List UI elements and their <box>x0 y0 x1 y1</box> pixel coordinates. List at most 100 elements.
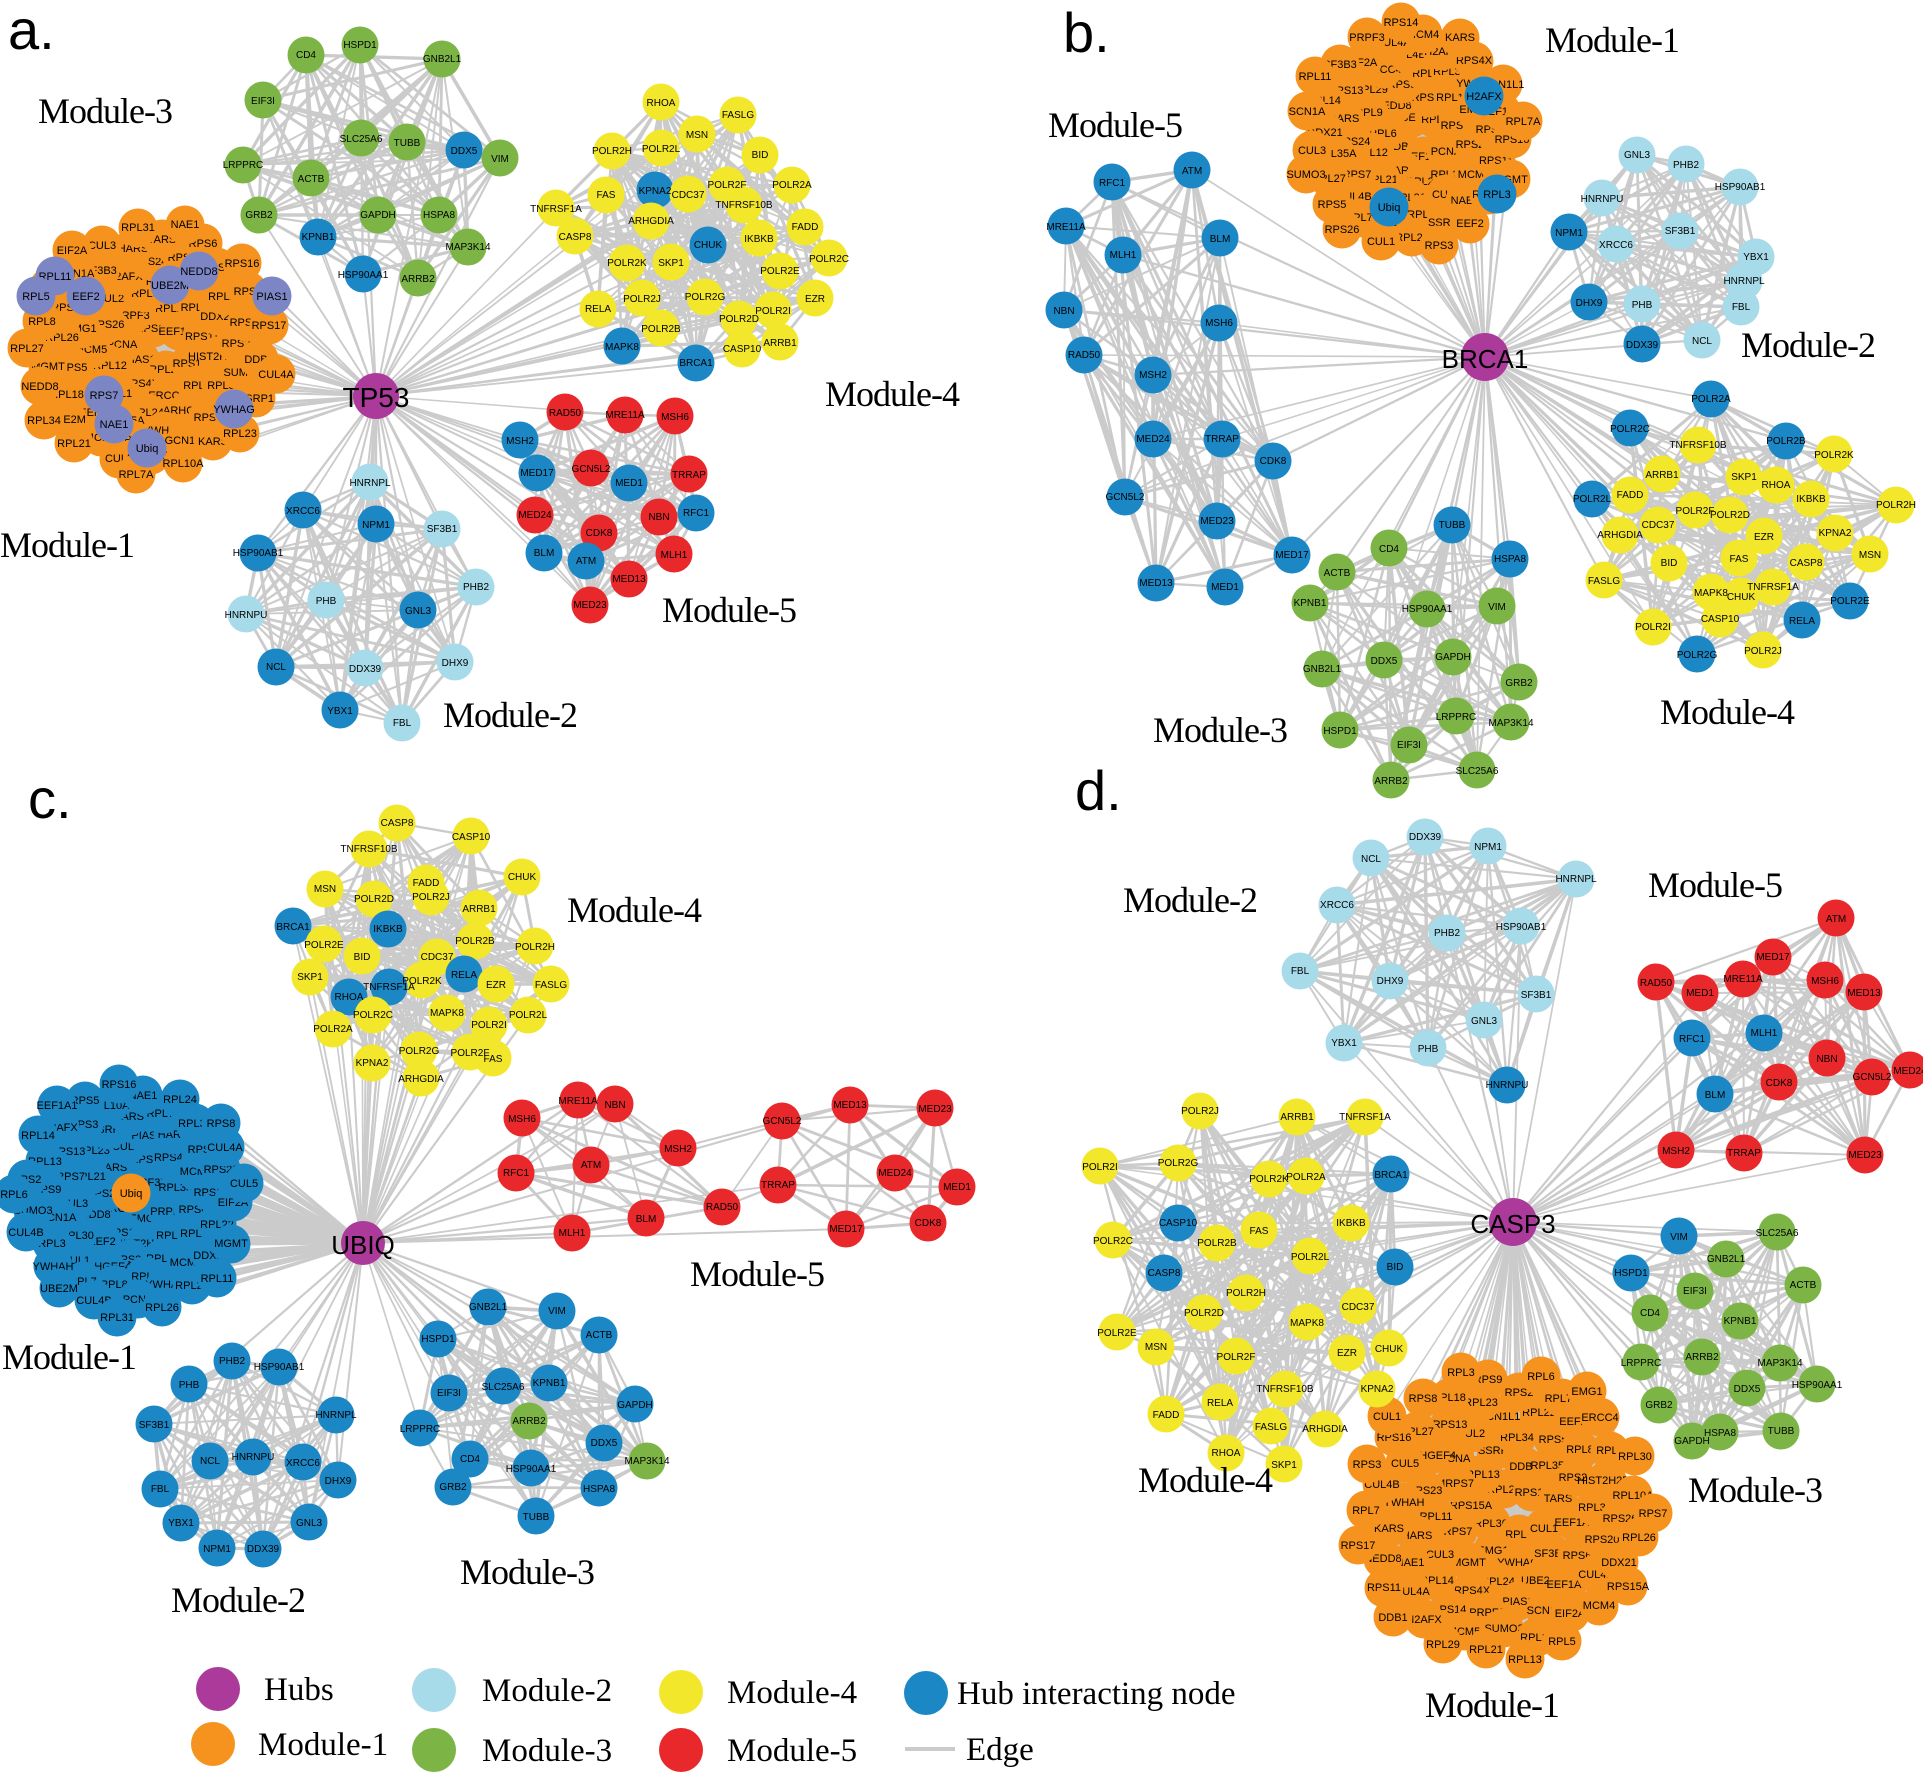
svg-text:POLR2D: POLR2D <box>719 314 759 325</box>
svg-text:HSP90AB1: HSP90AB1 <box>1715 182 1766 193</box>
svg-text:MAP3K14: MAP3K14 <box>1488 718 1533 729</box>
svg-text:HSP90AA1: HSP90AA1 <box>338 270 389 281</box>
svg-text:RPS4X: RPS4X <box>1456 55 1493 67</box>
svg-text:POLR2G: POLR2G <box>1158 1158 1199 1169</box>
svg-text:CASP8: CASP8 <box>1790 558 1823 569</box>
svg-text:BRCA1: BRCA1 <box>679 358 713 369</box>
svg-text:EIF3I: EIF3I <box>437 1388 461 1399</box>
svg-text:ERCC4: ERCC4 <box>1581 1412 1618 1424</box>
svg-text:GNL3: GNL3 <box>296 1518 323 1529</box>
svg-text:HNRNPU: HNRNPU <box>1581 194 1624 205</box>
svg-text:TUBB: TUBB <box>394 138 421 149</box>
svg-text:ARHGDIA: ARHGDIA <box>398 1074 444 1085</box>
svg-text:HARS: HARS <box>1402 1530 1433 1542</box>
svg-text:PHB2: PHB2 <box>1673 160 1700 171</box>
svg-text:MED17: MED17 <box>829 1224 863 1235</box>
svg-text:RPS17: RPS17 <box>1341 1540 1376 1552</box>
svg-text:RELA: RELA <box>451 970 477 981</box>
svg-text:RAD50: RAD50 <box>706 1202 739 1213</box>
svg-text:MLH1: MLH1 <box>559 1228 586 1239</box>
svg-text:CASP8: CASP8 <box>1148 1268 1181 1279</box>
svg-text:RPS20: RPS20 <box>1585 1534 1620 1546</box>
svg-text:CASP8: CASP8 <box>381 818 414 829</box>
svg-text:POLR2B: POLR2B <box>641 324 681 335</box>
svg-text:RPS13: RPS13 <box>1433 1419 1468 1431</box>
svg-text:GCN5L2: GCN5L2 <box>1853 1072 1892 1083</box>
svg-text:NBN: NBN <box>1053 306 1074 317</box>
svg-text:HSP90AB1: HSP90AB1 <box>1496 922 1547 933</box>
svg-text:MED17: MED17 <box>1275 550 1309 561</box>
svg-text:HNRNPL: HNRNPL <box>1555 874 1597 885</box>
svg-text:NBN: NBN <box>604 1100 625 1111</box>
svg-text:EZR: EZR <box>486 980 506 991</box>
svg-text:MLH1: MLH1 <box>661 550 688 561</box>
svg-text:GRB2: GRB2 <box>1505 678 1533 689</box>
svg-text:MGMT: MGMT <box>214 1238 248 1250</box>
svg-text:KARS: KARS <box>1445 32 1475 44</box>
svg-text:POLR2A: POLR2A <box>1286 1172 1326 1183</box>
svg-text:NEDD8: NEDD8 <box>180 266 217 278</box>
svg-text:RPS5: RPS5 <box>1539 1434 1568 1446</box>
svg-text:ARRB2: ARRB2 <box>401 274 435 285</box>
svg-text:HSPA8: HSPA8 <box>1704 1428 1736 1439</box>
svg-text:NPM1: NPM1 <box>203 1544 231 1555</box>
svg-text:NCL: NCL <box>266 662 286 673</box>
svg-text:RPL7A: RPL7A <box>119 469 155 481</box>
svg-text:PHB: PHB <box>1632 300 1653 311</box>
svg-text:CHUK: CHUK <box>694 240 723 251</box>
svg-text:YWHAG: YWHAG <box>213 404 255 416</box>
svg-text:BID: BID <box>752 150 769 161</box>
svg-text:MED24: MED24 <box>1893 1066 1923 1077</box>
svg-text:RPS24: RPS24 <box>1559 1472 1594 1484</box>
svg-text:CDC37: CDC37 <box>672 190 705 201</box>
svg-text:DDX39: DDX39 <box>1409 832 1442 843</box>
svg-text:DHX9: DHX9 <box>442 658 469 669</box>
svg-text:TNFRSF1A: TNFRSF1A <box>1747 582 1799 593</box>
svg-text:POLR2L: POLR2L <box>1291 1252 1330 1263</box>
svg-text:RPL10A: RPL10A <box>163 458 205 470</box>
svg-text:MED24: MED24 <box>878 1168 912 1179</box>
svg-text:RPL6: RPL6 <box>0 1189 28 1201</box>
svg-text:VIM: VIM <box>1670 1232 1688 1243</box>
svg-text:Module-2: Module-2 <box>1123 880 1257 920</box>
svg-text:Module-1: Module-1 <box>2 1337 136 1377</box>
svg-text:HNRNPU: HNRNPU <box>225 610 268 621</box>
svg-text:MED1: MED1 <box>943 1182 971 1193</box>
svg-text:SLC25A6: SLC25A6 <box>340 134 383 145</box>
svg-text:CASP10: CASP10 <box>723 344 762 355</box>
svg-text:RPL24: RPL24 <box>163 1094 197 1106</box>
svg-text:GCN5L2: GCN5L2 <box>763 1116 802 1127</box>
svg-text:MRE11A: MRE11A <box>605 410 645 421</box>
svg-text:HSP90AA1: HSP90AA1 <box>1402 604 1453 615</box>
svg-text:KPNB1: KPNB1 <box>533 1378 566 1389</box>
svg-text:BID: BID <box>354 952 371 963</box>
svg-text:CHUK: CHUK <box>1375 1344 1404 1355</box>
svg-text:MSH2: MSH2 <box>664 1144 692 1155</box>
svg-text:PIAS1: PIAS1 <box>1502 1596 1533 1608</box>
svg-text:RPL23: RPL23 <box>223 428 257 440</box>
svg-text:CD4: CD4 <box>1379 544 1399 555</box>
svg-text:RPS5: RPS5 <box>71 1095 100 1107</box>
svg-text:a.: a. <box>8 0 55 61</box>
svg-text:EIF2A: EIF2A <box>57 245 88 257</box>
svg-text:RPS11: RPS11 <box>1367 1582 1401 1594</box>
svg-text:GNB2L1: GNB2L1 <box>1707 1254 1746 1265</box>
svg-text:BLM: BLM <box>534 548 555 559</box>
svg-text:RPL30: RPL30 <box>1474 1518 1508 1530</box>
svg-text:ARRB1: ARRB1 <box>462 904 496 915</box>
svg-text:MAP3K14: MAP3K14 <box>624 1456 669 1467</box>
svg-text:TRRAP: TRRAP <box>761 1180 795 1191</box>
svg-text:RPL29: RPL29 <box>1426 1639 1460 1651</box>
svg-text:HSP90AB1: HSP90AB1 <box>233 548 284 559</box>
svg-text:POLR2L: POLR2L <box>1573 494 1612 505</box>
svg-text:POLR2E: POLR2E <box>760 266 800 277</box>
svg-text:POLR2E: POLR2E <box>1830 596 1870 607</box>
svg-text:KPNB1: KPNB1 <box>1294 598 1327 609</box>
svg-text:DDX21: DDX21 <box>1601 1557 1636 1569</box>
svg-text:EIF3I: EIF3I <box>251 96 275 107</box>
svg-text:RPS17: RPS17 <box>252 320 287 332</box>
svg-text:TP53: TP53 <box>343 382 410 413</box>
svg-text:FASLG: FASLG <box>535 980 567 991</box>
svg-text:LRPPRC: LRPPRC <box>1436 712 1477 723</box>
svg-text:MSH6: MSH6 <box>508 1114 536 1125</box>
